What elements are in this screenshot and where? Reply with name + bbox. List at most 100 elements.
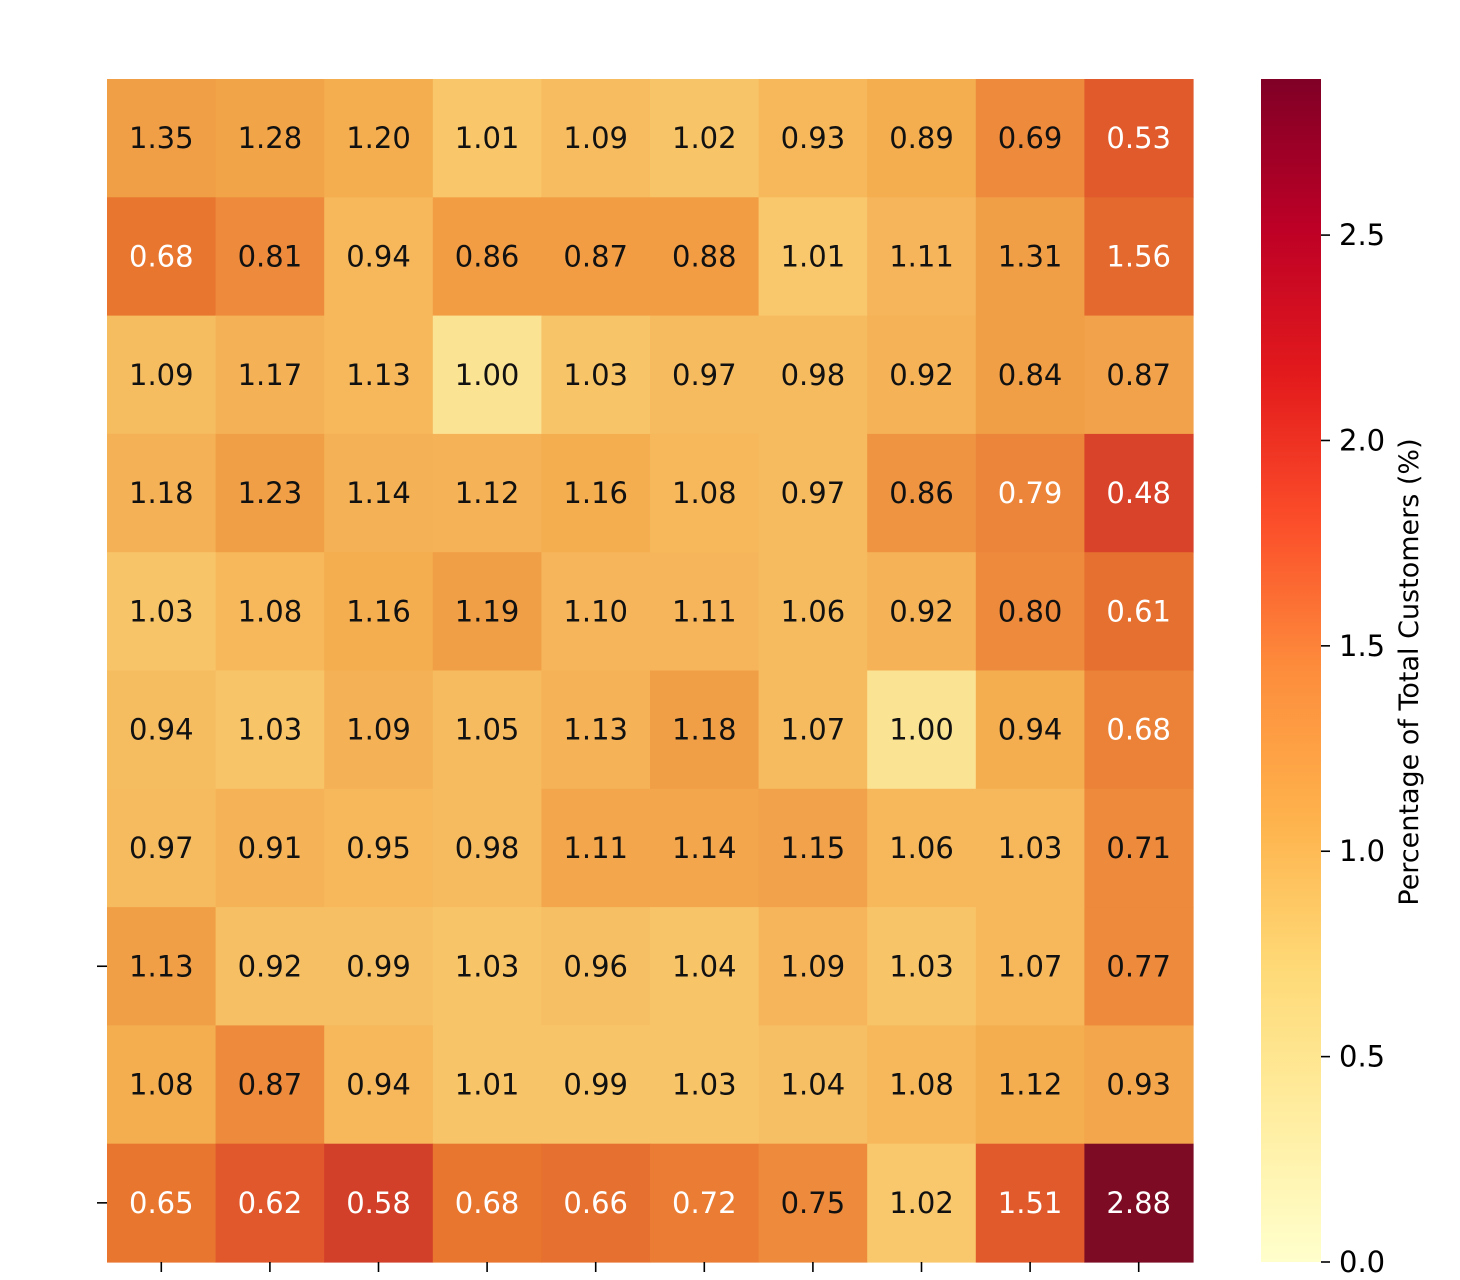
heatmap-cell: [758, 788, 868, 908]
heatmap-cell: [324, 79, 434, 198]
heatmap-cell-value: 1.09: [346, 713, 411, 747]
colorbar-tick-label: 0.5: [1339, 1040, 1385, 1074]
heatmap-annotations: 1.35 1.28 1.20 1.01 1.09 1.02 0.93 0.89 0.69 0.53…: [129, 121, 1171, 1220]
heatmap-cell: [432, 1143, 542, 1263]
heatmap-cell: [975, 197, 1085, 317]
heatmap-cell-value: 0.87: [238, 1068, 303, 1102]
heatmap-cell-value: 0.98: [455, 831, 520, 865]
heatmap-cell: [541, 552, 651, 672]
heatmap-cell-value: 1.00: [455, 358, 520, 392]
heatmap-cell: [107, 197, 217, 317]
heatmap-cell: [867, 197, 977, 317]
heatmap-cell: [867, 670, 977, 790]
heatmap-cell: [215, 1025, 325, 1145]
heatmap-cell: [650, 670, 760, 790]
heatmap-cell-value: 0.97: [129, 831, 194, 865]
heatmap-cell: [107, 1025, 217, 1145]
heatmap-cell: [324, 1143, 434, 1263]
heatmap-cell-value: 0.94: [129, 713, 194, 747]
heatmap-cell-value: 1.07: [781, 713, 846, 747]
heatmap-cell: [867, 433, 977, 553]
heatmap-cell: [1084, 433, 1194, 553]
heatmap-cell-value: 1.01: [455, 1068, 520, 1102]
heatmap-cell-value: 1.03: [998, 831, 1063, 865]
heatmap-cell-value: 1.13: [129, 949, 194, 983]
heatmap-cell-value: 0.94: [998, 713, 1063, 747]
heatmap-cell-value: 1.03: [129, 594, 194, 628]
heatmap-cell-value: 1.03: [672, 1068, 737, 1102]
heatmap-cell: [867, 552, 977, 672]
heatmap-cell-value: 0.66: [563, 1186, 628, 1220]
heatmap-cell-value: 0.62: [238, 1186, 303, 1220]
heatmap-cell: [758, 1025, 868, 1145]
heatmap-cell: [867, 907, 977, 1026]
heatmap-cell: [215, 788, 325, 908]
heatmap-cell: [215, 433, 325, 553]
heatmap-cell: [432, 552, 542, 672]
heatmap-cell: [867, 1025, 977, 1145]
heatmap-cell-value: 0.96: [563, 949, 628, 983]
heatmap-cell: [650, 79, 760, 198]
heatmap-cell: [1084, 670, 1194, 790]
heatmap-cell: [758, 670, 868, 790]
heatmap-cell: [215, 315, 325, 435]
heatmap-cell: [324, 788, 434, 908]
heatmap-cell: [107, 907, 217, 1026]
heatmap-cell: [432, 670, 542, 790]
heatmap-cell: [432, 197, 542, 317]
heatmap-cell: [867, 788, 977, 908]
heatmap-cell: [1084, 552, 1194, 672]
heatmap-cell-value: 1.01: [781, 239, 846, 273]
heatmap-cell-value: 0.92: [889, 594, 954, 628]
heatmap-cell: [650, 1025, 760, 1145]
heatmap-cell-value: 0.94: [346, 239, 411, 273]
heatmap-cell: [650, 552, 760, 672]
colorbar-tick-label: 1.5: [1339, 629, 1385, 663]
heatmap-cell: [650, 433, 760, 553]
heatmap-cell: [107, 1143, 217, 1263]
heatmap-cell-value: 0.68: [455, 1186, 520, 1220]
heatmap-cell: [107, 788, 217, 908]
y-axis-ticks: [97, 965, 107, 1204]
heatmap-cell-value: 0.80: [998, 594, 1063, 628]
heatmap-cell: [541, 315, 651, 435]
colorbar-tick-label: 2.0: [1339, 423, 1385, 457]
heatmap-cell: [432, 907, 542, 1026]
heatmap-cell-value: 0.91: [238, 831, 303, 865]
heatmap-cell-value: 1.01: [455, 121, 520, 155]
heatmap-cell-value: 0.86: [889, 476, 954, 510]
heatmap-cell-value: 0.99: [563, 1068, 628, 1102]
heatmap-cell: [650, 907, 760, 1026]
heatmap-cell: [541, 79, 651, 198]
heatmap-cell: [867, 315, 977, 435]
heatmap-cell: [1084, 79, 1194, 198]
heatmap-cell-value: 1.19: [455, 594, 520, 628]
heatmap-cell: [432, 433, 542, 553]
heatmap-cell-value: 0.94: [346, 1068, 411, 1102]
heatmap-cell-value: 1.06: [889, 831, 954, 865]
heatmap-cell-value: 1.04: [781, 1068, 846, 1102]
heatmap-cell: [1084, 1143, 1194, 1263]
heatmap-cell-value: 0.75: [781, 1186, 846, 1220]
heatmap-cell: [541, 788, 651, 908]
heatmap-cell: [975, 788, 1085, 908]
heatmap-cell: [758, 552, 868, 672]
heatmap-cell-value: 0.53: [1106, 121, 1171, 155]
heatmap-cell: [107, 79, 217, 198]
heatmap-cell: [758, 1143, 868, 1263]
heatmap-cell: [975, 315, 1085, 435]
heatmap-cell: [324, 433, 434, 553]
heatmap-cell-value: 1.04: [672, 949, 737, 983]
heatmap-cell: [541, 1143, 651, 1263]
heatmap-cell-value: 0.58: [346, 1186, 411, 1220]
heatmap-cell-value: 1.11: [563, 831, 628, 865]
heatmap-cell: [541, 907, 651, 1026]
heatmap-cell: [215, 1143, 325, 1263]
colorbar-label: Percentage of Total Customers (%): [1394, 438, 1425, 905]
heatmap-cell-value: 0.97: [781, 476, 846, 510]
heatmap-cell-value: 1.51: [998, 1186, 1063, 1220]
heatmap-cell-value: 1.09: [563, 121, 628, 155]
heatmap-cell: [107, 670, 217, 790]
heatmap-cell: [324, 552, 434, 672]
heatmap-cell-value: 1.08: [129, 1068, 194, 1102]
